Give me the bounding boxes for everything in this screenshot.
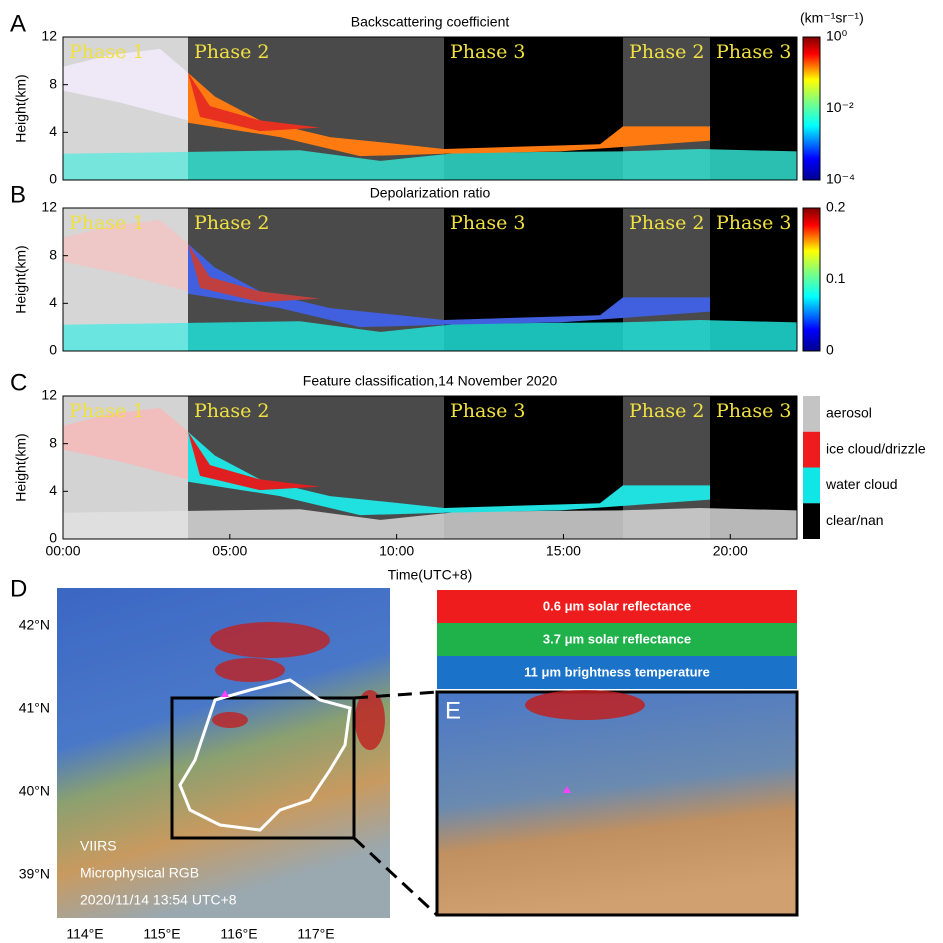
phase-label: Phase 2 (629, 212, 704, 234)
lat-label: 40°N (19, 783, 50, 799)
lon-label: 117°E (297, 926, 334, 942)
panel-letter: E (445, 697, 461, 724)
colorbar-tick-label: 10⁻² (826, 99, 854, 115)
y-tick-label: 0 (49, 342, 57, 358)
phase-label: Phase 2 (194, 400, 269, 422)
phase-label: Phase 3 (450, 212, 525, 234)
panel-title: Feature classification,14 November 2020 (303, 373, 558, 389)
colorbar (803, 37, 820, 180)
y-tick-label: 12 (41, 28, 57, 44)
caption: VIIRS (80, 838, 117, 854)
cloud-patch (215, 658, 285, 682)
x-tick-label: 05:00 (212, 543, 247, 559)
lon-label: 115°E (143, 926, 180, 942)
legend-swatch (803, 503, 820, 539)
phase-label: Phase 3 (716, 41, 791, 63)
y-tick-label: 12 (41, 387, 57, 403)
inset-image (437, 692, 797, 915)
y-tick-label: 8 (49, 75, 57, 91)
y-axis-label: Height(km) (13, 433, 29, 501)
legend-label: water cloud (825, 476, 898, 492)
phase-label: Phase 2 (194, 212, 269, 234)
colorbar (803, 208, 820, 351)
caption: 2020/11/14 13:54 UTC+8 (80, 892, 237, 908)
figure: A Backscattering coefficient Height(km) Pha… (0, 0, 943, 943)
x-tick-label: 10:00 (379, 543, 414, 559)
caption: Microphysical RGB (80, 865, 199, 881)
band-label: 0.6 μm solar reflectance (543, 598, 691, 613)
y-axis-label: Height(km) (13, 74, 29, 142)
phase-label: Phase 3 (450, 400, 525, 422)
panel-letter: C (10, 369, 27, 396)
y-tick-label: 8 (49, 434, 57, 450)
colorbar-tick-label: 10⁰ (826, 28, 848, 44)
cloud-patch (525, 690, 645, 720)
x-tick-label: 20:00 (713, 543, 748, 559)
legend-swatch (803, 468, 820, 504)
legend-label: clear/nan (826, 512, 884, 528)
y-axis-label: Height(km) (13, 245, 29, 313)
panel-title: Depolarization ratio (370, 185, 491, 201)
band-label: 11 μm brightness temperature (524, 664, 710, 679)
lat-label: 42°N (19, 617, 50, 633)
y-tick-label: 0 (49, 171, 57, 187)
lon-label: 114°E (66, 926, 103, 942)
phase-label: Phase 1 (69, 212, 144, 234)
phase-label: Phase 1 (69, 41, 144, 63)
panel-letter: A (10, 10, 26, 37)
y-tick-label: 4 (49, 294, 57, 310)
cloud-patch (212, 712, 248, 728)
legend-label: ice cloud/drizzle (826, 440, 926, 456)
y-tick-label: 12 (41, 199, 57, 215)
band-label: 3.7 μm solar reflectance (543, 631, 691, 646)
x-tick-label: 00:00 (45, 543, 80, 559)
phase-label: Phase 3 (716, 212, 791, 234)
lon-label: 116°E (220, 926, 257, 942)
phase-label: Phase 2 (629, 41, 704, 63)
lat-label: 41°N (19, 700, 50, 716)
colorbar-tick-label: 0 (826, 342, 834, 358)
legend-swatch (803, 432, 820, 468)
colorbar-tick-label: 0.1 (826, 270, 846, 286)
panel-title: Backscattering coefficient (351, 14, 510, 30)
cloud-patch (210, 622, 330, 658)
phase-label: Phase 1 (69, 400, 144, 422)
y-tick-label: 4 (49, 123, 57, 139)
panel-letter: B (10, 181, 26, 208)
colorbar-tick-label: 10⁻⁴ (826, 171, 855, 187)
panel-letter: D (10, 575, 27, 602)
phase-label: Phase 2 (194, 41, 269, 63)
x-tick-label: 15:00 (546, 543, 581, 559)
legend-label: aerosol (826, 405, 872, 421)
legend-swatch (803, 396, 820, 432)
colorbar-tick-label: 0.2 (826, 199, 846, 215)
y-tick-label: 8 (49, 246, 57, 262)
phase-label: Phase 2 (629, 400, 704, 422)
x-axis-label: Time(UTC+8) (388, 567, 473, 583)
colorbar-unit: (km⁻¹sr⁻¹) (800, 10, 864, 26)
phase-label: Phase 3 (450, 41, 525, 63)
phase-label: Phase 3 (716, 400, 791, 422)
lat-label: 39°N (19, 866, 50, 882)
y-tick-label: 4 (49, 482, 57, 498)
